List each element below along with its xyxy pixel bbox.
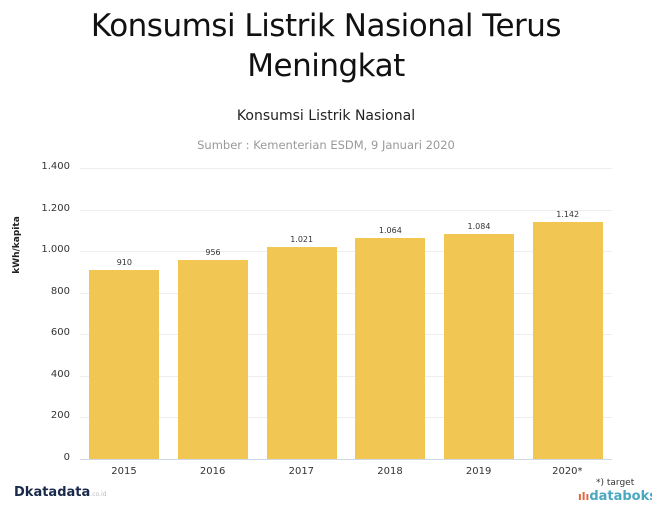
y-tick-label: 600 bbox=[50, 327, 70, 339]
bar-2017[interactable] bbox=[266, 246, 337, 459]
x-tick-label: 2018 bbox=[377, 466, 403, 477]
gridline bbox=[80, 209, 612, 211]
databoks-logo: ılıdataboks bbox=[578, 489, 652, 504]
gridline bbox=[80, 375, 612, 377]
chart-subtitle: Sumber : Kementerian ESDM, 9 Januari 202… bbox=[197, 138, 455, 152]
databoks-wave-icon: ılı bbox=[578, 490, 590, 503]
y-tick-label: 1.200 bbox=[41, 202, 70, 214]
bar-2015[interactable] bbox=[89, 269, 160, 459]
x-tick-label: 2015 bbox=[111, 466, 137, 477]
y-tick-label: 800 bbox=[50, 285, 70, 297]
gridline bbox=[80, 251, 612, 253]
y-tick-label: 1.400 bbox=[41, 161, 70, 172]
bar-value-label: 1.084 bbox=[467, 221, 491, 231]
target-note: *) target bbox=[596, 478, 635, 488]
plot-area: 0 200 400 600 800 1.000 1.200 1.400 910 2015 956 20… bbox=[41, 161, 612, 477]
bar-value-label: 956 bbox=[205, 248, 221, 258]
x-tick-label: 2017 bbox=[288, 466, 315, 477]
bar-value-label: 1.021 bbox=[290, 234, 314, 244]
gridline bbox=[80, 459, 612, 460]
bar-value-label: 1.142 bbox=[556, 209, 580, 219]
x-tick-label: 2019 bbox=[465, 466, 492, 477]
x-tick-label: 2020* bbox=[552, 466, 583, 477]
bar-2020[interactable] bbox=[532, 221, 603, 459]
bar-value-label: 910 bbox=[116, 257, 132, 267]
bar-value-label: 1.064 bbox=[378, 225, 402, 235]
katadata-logo: Dkatadata.co.id bbox=[14, 485, 107, 500]
y-tick-label: 200 bbox=[50, 410, 70, 422]
gridline bbox=[80, 168, 612, 169]
bar-2016[interactable] bbox=[178, 260, 248, 459]
headline-line-1: Konsumsi Listrik Nasional Terus bbox=[90, 8, 562, 44]
katadata-d-icon: D bbox=[14, 485, 25, 500]
gridline bbox=[80, 292, 612, 294]
x-tick-label: 2016 bbox=[199, 466, 226, 477]
y-tick-label: 1.000 bbox=[41, 244, 70, 256]
y-tick-label: 400 bbox=[50, 368, 70, 380]
gridline bbox=[80, 334, 612, 336]
gridline bbox=[80, 417, 612, 419]
bar-2019[interactable] bbox=[444, 233, 514, 459]
chart-title: Konsumsi Listrik Nasional bbox=[236, 108, 416, 124]
headline-line-2: Meningkat bbox=[247, 48, 405, 84]
y-tick-label: 0 bbox=[63, 452, 70, 463]
headline: Konsumsi Listrik Nasional Terus Meningka… bbox=[0, 6, 652, 86]
bar-2018[interactable] bbox=[355, 237, 426, 459]
